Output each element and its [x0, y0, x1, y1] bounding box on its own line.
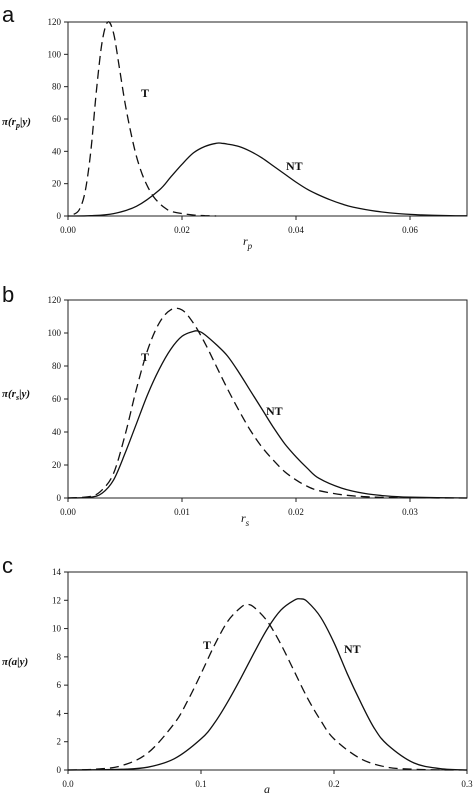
y-tick-label: 100	[48, 328, 62, 338]
y-tick-label: 80	[52, 82, 62, 92]
series-line-t	[67, 307, 468, 499]
series-line-nt	[67, 330, 468, 499]
x-tick-label: 0.00	[60, 507, 76, 517]
x-tick-label: 0.03	[402, 507, 418, 517]
plot-frame	[67, 299, 468, 499]
y-tick-label: 12	[52, 595, 61, 605]
x-tick-label: 0.02	[174, 225, 190, 235]
series-line-nt	[67, 142, 468, 217]
y-tick-label: 0	[57, 493, 62, 503]
panel-a: a π(rp|y) rp T NT 0 20 40 60 80 100 120 0.00 0.0…	[2, 2, 468, 251]
y-axis-label: π(a|y)	[2, 656, 28, 668]
y-tick-label: 4	[57, 708, 62, 718]
y-axis-label: π(rs|y)	[2, 388, 30, 402]
y-tick-label: 0	[57, 765, 62, 775]
panel-c: c π(a|y) a T NT 0 2 4 6 8 10 12 14 0.0 0.1 0.2 0.3	[2, 553, 473, 795]
x-tick-label: 0.00	[60, 225, 76, 235]
x-axis-label: rp	[243, 234, 253, 251]
x-tick-label: 0.02	[288, 507, 304, 517]
y-tick-label: 0	[57, 211, 62, 221]
x-tick-label: 0.1	[195, 779, 206, 789]
y-tick-label: 20	[52, 179, 62, 189]
y-tick-label: 20	[52, 460, 62, 470]
curve-label-t: T	[203, 638, 211, 652]
y-tick-label: 10	[52, 624, 62, 634]
y-axis-label: π(rp|y)	[2, 116, 31, 130]
x-tick-label: 0.06	[402, 225, 418, 235]
x-tick-label: 0.0	[62, 779, 74, 789]
series-line-t	[73, 21, 217, 217]
y-tick-label: 80	[52, 361, 62, 371]
y-tick-label: 120	[48, 295, 62, 305]
x-axis-label: rs	[241, 511, 250, 528]
x-axis-label: a	[264, 782, 270, 795]
y-tick-label: 120	[48, 17, 62, 27]
series-line-t	[67, 603, 468, 771]
x-tick-label: 0.01	[174, 507, 190, 517]
y-tick-label: 14	[52, 567, 62, 577]
panel-letter-a: a	[2, 2, 15, 27]
y-tick-label: 60	[52, 394, 62, 404]
curve-label-nt: NT	[266, 404, 283, 418]
x-tick-label: 0.04	[288, 225, 304, 235]
y-tick-label: 40	[52, 146, 62, 156]
y-tick-label: 60	[52, 114, 62, 124]
y-tick-label: 6	[57, 680, 62, 690]
x-tick-label: 0.3	[461, 779, 473, 789]
curve-label-t: T	[141, 86, 149, 100]
series-line-nt	[67, 598, 468, 771]
panel-letter-c: c	[2, 553, 13, 578]
y-tick-label: 40	[52, 427, 62, 437]
curve-label-nt: NT	[286, 159, 303, 173]
y-tick-label: 8	[57, 652, 62, 662]
panel-letter-b: b	[2, 282, 14, 307]
y-tick-label: 2	[57, 737, 62, 747]
curve-label-nt: NT	[344, 642, 361, 656]
x-tick-label: 0.2	[328, 779, 339, 789]
plot-frame	[67, 571, 468, 771]
y-tick-label: 100	[48, 49, 62, 59]
